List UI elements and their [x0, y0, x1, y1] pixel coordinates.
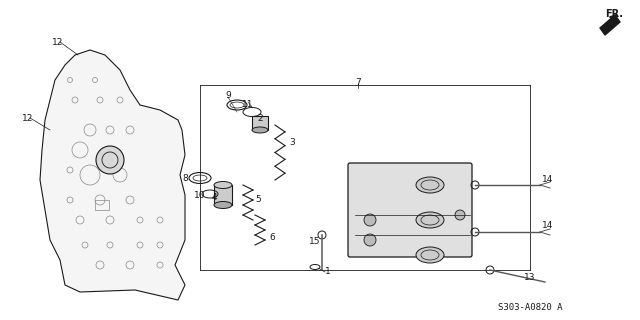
- Polygon shape: [40, 50, 185, 300]
- Text: 6: 6: [269, 234, 275, 243]
- Circle shape: [364, 214, 376, 226]
- Ellipse shape: [252, 127, 268, 133]
- Ellipse shape: [214, 181, 232, 188]
- Text: 3: 3: [289, 138, 295, 147]
- Text: 11: 11: [243, 100, 253, 108]
- Ellipse shape: [416, 212, 444, 228]
- Text: 15: 15: [308, 237, 320, 246]
- Bar: [95, 200, 109, 210]
- Ellipse shape: [416, 177, 444, 193]
- Text: 9: 9: [225, 91, 231, 100]
- Text: 5: 5: [255, 196, 261, 204]
- Text: 1: 1: [325, 268, 331, 276]
- Text: 12: 12: [52, 37, 64, 46]
- Text: FR.: FR.: [605, 9, 623, 19]
- Circle shape: [96, 146, 124, 174]
- Ellipse shape: [416, 247, 444, 263]
- Polygon shape: [600, 15, 620, 35]
- Text: 13: 13: [524, 274, 536, 283]
- Bar: [214, 185, 232, 205]
- Text: 12: 12: [22, 114, 34, 123]
- Text: 7: 7: [355, 77, 361, 86]
- Circle shape: [455, 210, 465, 220]
- Text: S303-A0820 A: S303-A0820 A: [498, 303, 563, 313]
- Text: 8: 8: [182, 173, 188, 182]
- Text: 4: 4: [211, 194, 217, 203]
- Text: 2: 2: [257, 114, 263, 123]
- FancyBboxPatch shape: [348, 163, 472, 257]
- Text: 14: 14: [542, 174, 554, 183]
- Ellipse shape: [214, 202, 232, 209]
- Text: 14: 14: [542, 221, 554, 230]
- Circle shape: [364, 234, 376, 246]
- Bar: [252, 116, 268, 130]
- Text: 10: 10: [195, 190, 205, 199]
